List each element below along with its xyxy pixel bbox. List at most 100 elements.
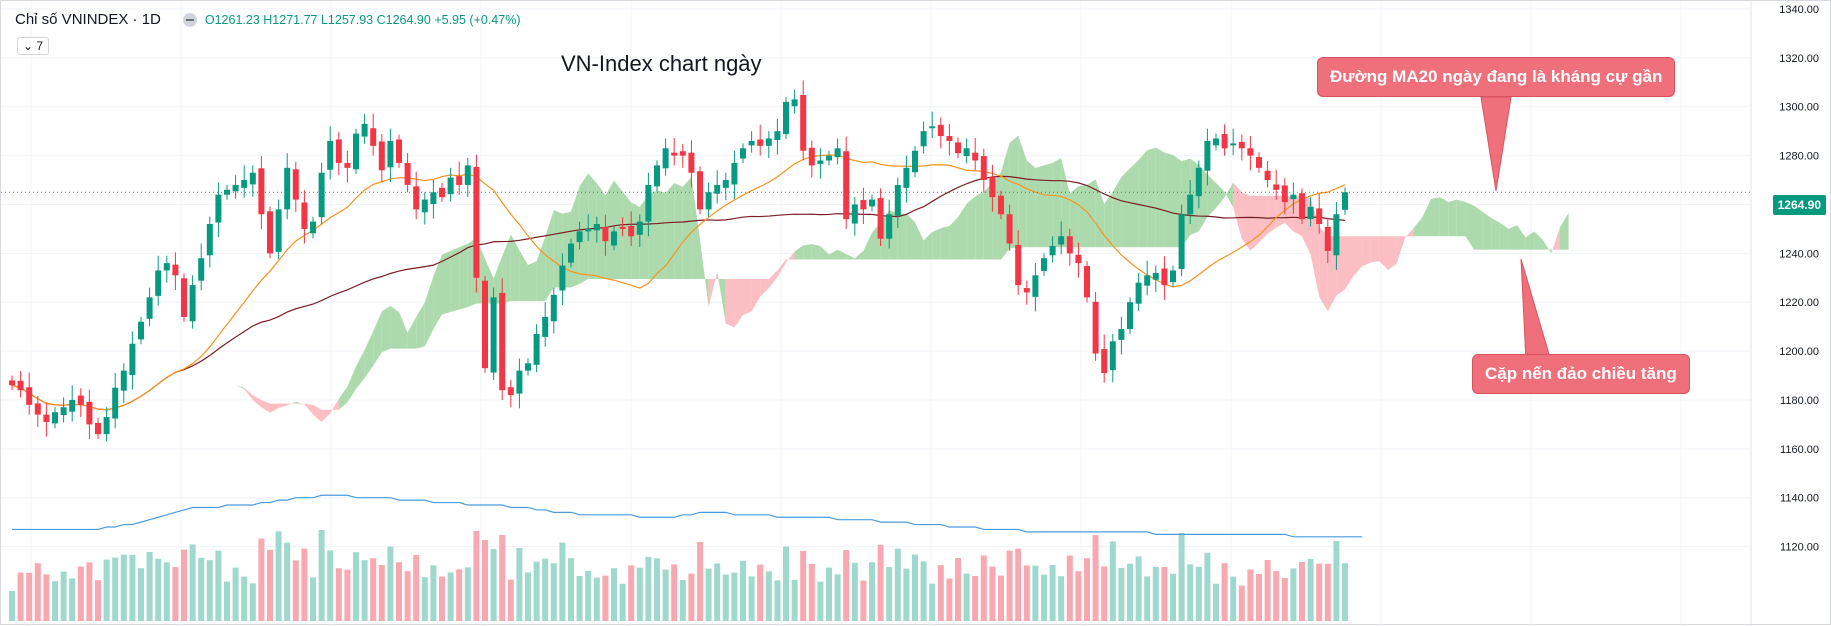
symbol-name[interactable]: Chỉ số VNINDEX · 1D <box>15 11 161 28</box>
candle-body <box>163 263 170 271</box>
candle-body <box>404 162 411 185</box>
y-tick-label: 1300.00 <box>1779 102 1819 114</box>
ichimoku-cloud-segment <box>854 250 864 260</box>
volume-bar <box>421 577 428 621</box>
volume-bar <box>1195 566 1202 621</box>
candle-body <box>774 131 781 140</box>
candle-body <box>1273 184 1280 190</box>
ichimoku-cloud-segment <box>1465 202 1474 250</box>
volume-bar <box>593 577 600 621</box>
ichimoku-cloud-segment <box>1379 236 1388 270</box>
y-tick-label: 1220.00 <box>1779 297 1819 309</box>
volume-bar <box>774 580 781 621</box>
volume-bar <box>1109 541 1116 621</box>
ichimoku-cloud-segment <box>923 231 933 260</box>
ichimoku-cloud-segment <box>1517 225 1526 250</box>
volume-bar <box>9 591 15 621</box>
y-tick-label: 1240.00 <box>1779 248 1819 260</box>
volume-bar <box>86 562 93 621</box>
ichimoku-cloud-segment <box>1044 162 1053 248</box>
ichimoku-cloud-segment <box>313 404 322 422</box>
reversal-callout-pointer <box>1520 258 1552 362</box>
volume-bar <box>224 581 230 621</box>
candle-body <box>963 148 970 157</box>
candle-body <box>955 142 961 154</box>
indicator-counter[interactable]: ⌄ 7 <box>17 37 50 55</box>
volume-bar <box>705 568 712 621</box>
volume-bar <box>671 564 678 621</box>
ichimoku-cloud-segment <box>493 256 503 304</box>
candle-body <box>1092 301 1099 354</box>
candle-body <box>894 184 901 216</box>
ichimoku-cloud-segment <box>1276 195 1285 228</box>
candle-body <box>1109 341 1116 371</box>
candle-body <box>172 264 179 276</box>
candle-body <box>1204 140 1211 171</box>
volume-bar <box>1324 563 1331 621</box>
volume-bar <box>413 555 420 621</box>
ichimoku-cloud-segment <box>1155 147 1165 248</box>
volume-bar <box>284 542 291 621</box>
volume-bar <box>1152 566 1159 621</box>
candle-body <box>327 140 334 170</box>
candle-body <box>697 171 703 210</box>
volume-bar <box>903 568 910 621</box>
ichimoku-cloud-segment <box>803 244 812 260</box>
candle-body <box>791 99 798 107</box>
volume-bar <box>1178 533 1185 621</box>
candle-body <box>817 160 824 164</box>
volume-bar <box>851 562 858 621</box>
volume-bar <box>619 583 626 621</box>
ichimoku-cloud-segment <box>1560 213 1569 250</box>
volume-bar <box>559 542 566 621</box>
volume-bar <box>998 575 1004 621</box>
candle-body <box>267 211 273 254</box>
volume-bar <box>636 567 643 621</box>
ichimoku-cloud-segment <box>1250 195 1259 251</box>
ichimoku-cloud-segment <box>545 209 554 301</box>
volume-bar <box>1135 556 1142 621</box>
candle-body <box>103 417 110 435</box>
volume-bar <box>318 530 325 621</box>
volume-bar <box>1238 585 1245 621</box>
candle-body <box>60 407 67 416</box>
symbol-legend: Chỉ số VNINDEX · 1D O1261.23 H1271.77 L1… <box>15 11 520 28</box>
ichimoku-cloud-segment <box>674 183 683 280</box>
candle-body <box>1221 134 1228 149</box>
ichimoku-cloud-segment <box>1112 176 1122 248</box>
reversal-annotation[interactable]: Cặp nến đảo chiều tăng <box>1472 354 1690 394</box>
ichimoku-cloud-segment <box>915 222 924 260</box>
candle-body <box>344 162 351 168</box>
candle-body <box>1084 266 1090 298</box>
candle-body <box>1023 288 1030 293</box>
ichimoku-cloud-segment <box>820 246 829 260</box>
candle-body <box>77 395 84 405</box>
ichimoku-cloud-segment <box>1095 179 1105 248</box>
ichimoku-cloud-segment <box>657 190 666 280</box>
ma20-annotation[interactable]: Đường MA20 ngày đang là kháng cự gần <box>1317 57 1676 97</box>
ichimoku-cloud-segment <box>321 409 331 422</box>
candle-body <box>576 231 583 243</box>
volume-bar <box>138 568 144 621</box>
volume-bar <box>292 560 299 621</box>
volume-bar <box>722 574 729 621</box>
candle-body <box>1264 170 1271 181</box>
ichimoku-cloud-segment <box>846 253 855 260</box>
volume-bar <box>112 557 119 621</box>
volume-bar <box>920 561 927 621</box>
ichimoku-cloud-segment <box>605 180 614 280</box>
legend-toggle-icon[interactable] <box>182 12 197 27</box>
ichimoku-cloud-segment <box>261 399 270 413</box>
candle-body <box>877 198 884 239</box>
candle-body <box>671 152 678 156</box>
ichimoku-cloud-segment <box>631 202 640 280</box>
volume-bar <box>1049 565 1056 621</box>
volume-bar <box>783 546 789 621</box>
volume-bar <box>361 560 368 621</box>
volume-bar <box>482 540 488 621</box>
candle-body <box>765 138 772 146</box>
volume-bar <box>146 552 153 621</box>
volume-bar <box>396 562 402 621</box>
